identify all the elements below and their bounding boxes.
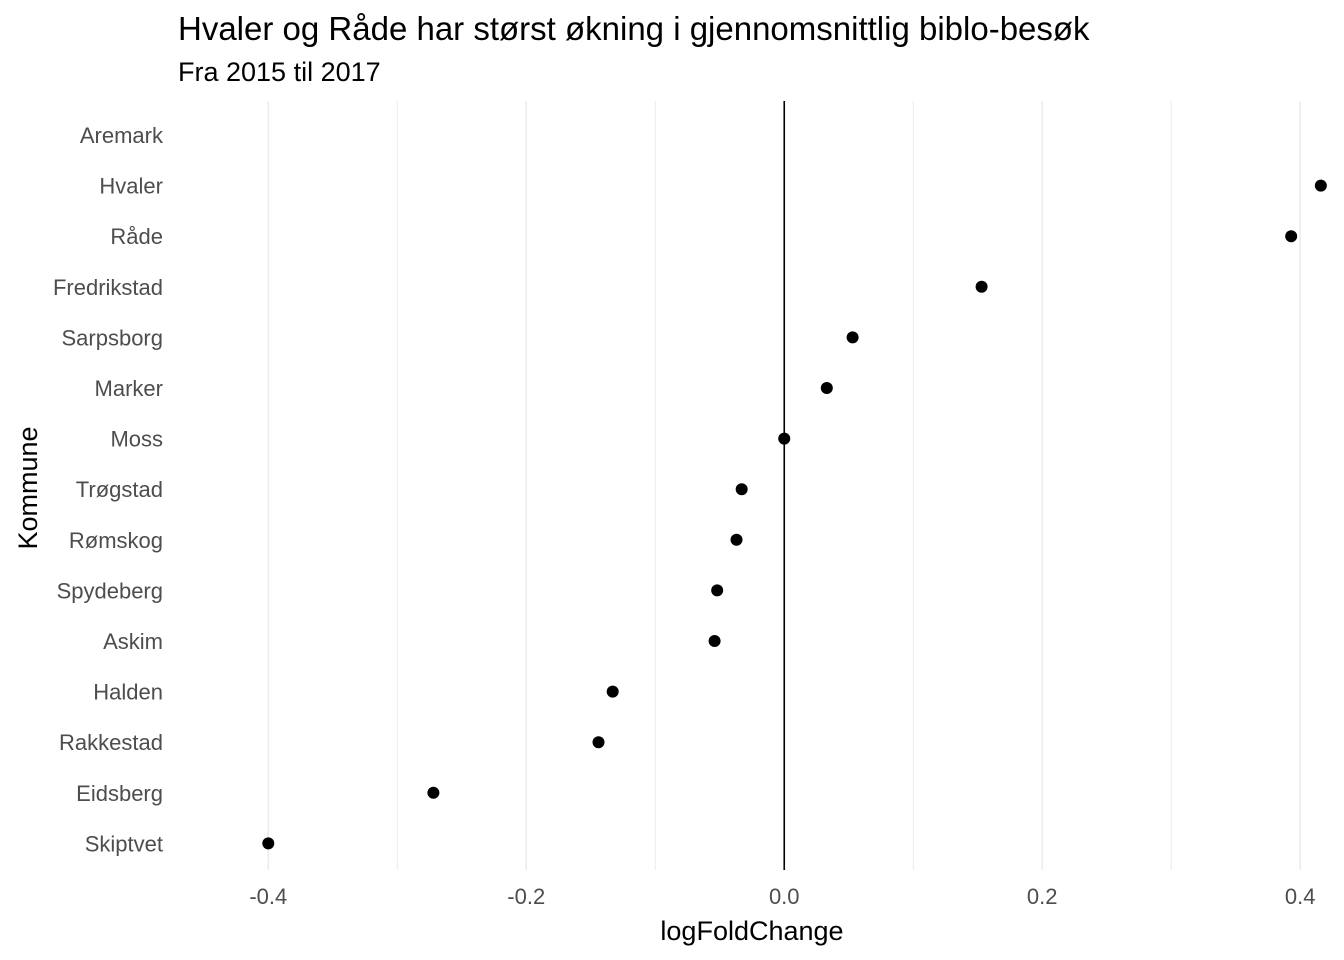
data-point <box>820 382 833 394</box>
x-axis-title: logFoldChange <box>660 916 843 946</box>
y-tick-label: Rakkestad <box>59 730 163 755</box>
y-tick-label: Skiptvet <box>85 831 163 856</box>
data-point <box>778 432 791 445</box>
x-tick-label: -0.4 <box>249 884 287 909</box>
x-tick-label: -0.2 <box>507 884 545 909</box>
y-tick-label: Marker <box>95 376 163 401</box>
x-tick-label: 0.4 <box>1285 884 1316 909</box>
y-tick-label: Rømskog <box>69 528 163 553</box>
x-tick-label: 0.2 <box>1027 884 1058 909</box>
y-axis-title: Kommune <box>13 426 43 549</box>
data-point <box>730 533 743 546</box>
y-tick-label: Trøgstad <box>76 477 163 502</box>
y-tick-label: Hvaler <box>99 174 163 199</box>
data-point <box>606 685 619 698</box>
y-tick-label: Aremark <box>80 123 164 148</box>
chart-subtitle: Fra 2015 til 2017 <box>178 57 381 87</box>
y-tick-label: Askim <box>103 629 163 654</box>
data-point <box>975 280 988 293</box>
x-tick-labels: -0.4 -0.2 0.0 0.2 0.4 <box>249 884 1315 909</box>
data-point <box>846 331 859 344</box>
y-tick-label: Sarpsborg <box>61 325 163 350</box>
data-point <box>735 483 748 496</box>
data-point <box>592 736 605 749</box>
data-point <box>711 584 724 597</box>
data-point <box>262 837 275 850</box>
x-tick-label: 0.0 <box>769 884 800 909</box>
data-point <box>1285 230 1298 243</box>
y-tick-labels: Aremark Hvaler Råde Fredrikstad Sarpsborg Mar… <box>53 123 164 856</box>
minor-gridlines <box>396 101 1172 870</box>
data-point <box>427 786 440 799</box>
y-tick-label: Halden <box>93 680 163 705</box>
y-tick-label: Eidsberg <box>76 781 163 806</box>
data-point <box>1314 179 1327 192</box>
y-tick-label: Moss <box>110 427 163 452</box>
y-tick-label: Fredrikstad <box>53 275 163 300</box>
data-point <box>708 635 721 647</box>
data-points <box>262 179 1327 850</box>
chart-title: Hvaler og Råde har størst økning i gjenn… <box>178 10 1090 47</box>
y-tick-label: Råde <box>110 224 163 249</box>
y-tick-label: Spydeberg <box>57 578 163 603</box>
